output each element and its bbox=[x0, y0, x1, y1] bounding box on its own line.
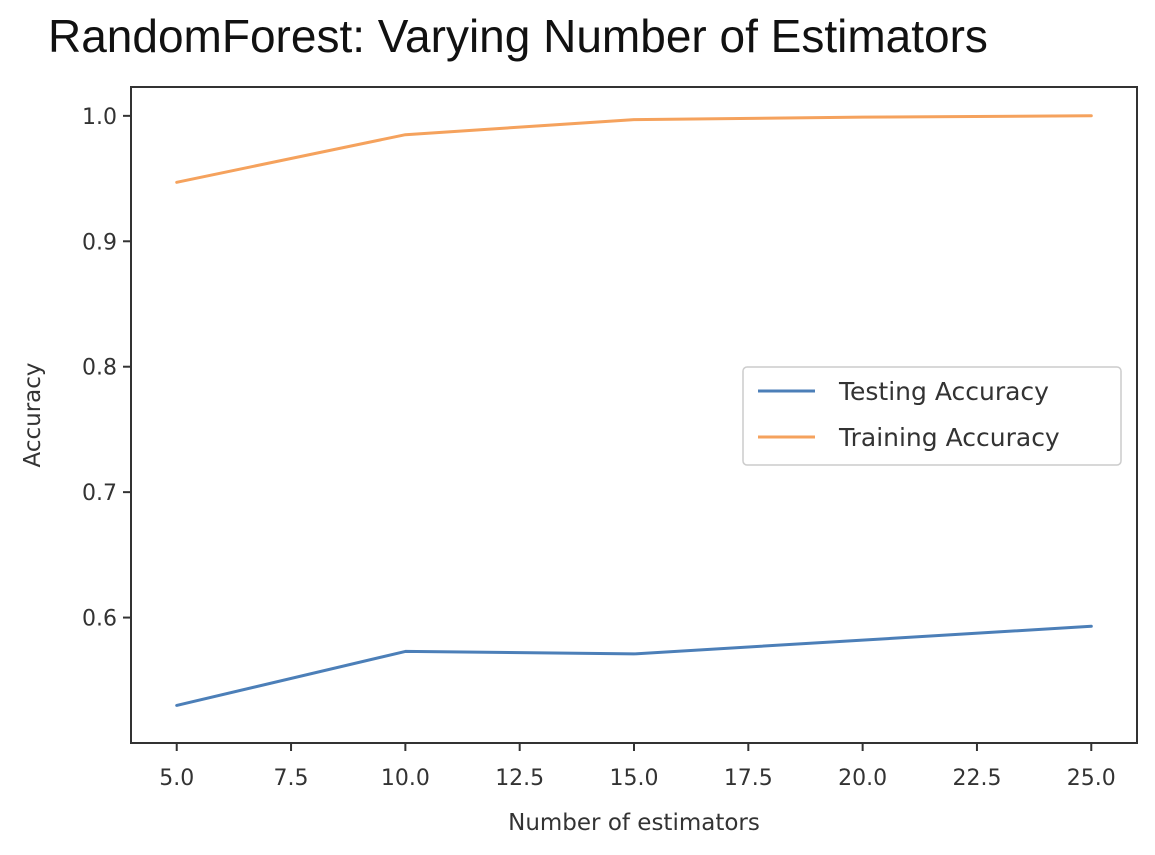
chart-title: RandomForest: Varying Number of Estimato… bbox=[48, 10, 988, 62]
x-tick-label: 12.5 bbox=[495, 766, 544, 791]
series-line bbox=[175, 624, 1093, 707]
series-lines bbox=[175, 114, 1093, 707]
x-tick-label: 15.0 bbox=[610, 766, 659, 791]
legend-box bbox=[742, 366, 1122, 466]
series-line bbox=[175, 114, 1093, 184]
x-axis-label: Number of estimators bbox=[508, 810, 760, 836]
y-tick-label: 0.9 bbox=[82, 230, 117, 255]
y-axis-ticks: 0.6 0.7 0.8 0.9 1.0 bbox=[82, 105, 131, 632]
y-tick-label: 0.8 bbox=[82, 356, 117, 381]
legend-label: Training Accuracy bbox=[838, 423, 1060, 452]
x-tick-label: 22.5 bbox=[952, 766, 1001, 791]
x-tick-label: 17.5 bbox=[724, 766, 773, 791]
y-tick-label: 0.6 bbox=[82, 607, 117, 632]
y-tick-label: 0.7 bbox=[82, 481, 117, 506]
legend: Testing Accuracy Training Accuracy bbox=[742, 366, 1122, 466]
legend-label: Testing Accuracy bbox=[838, 377, 1049, 406]
x-tick-label: 20.0 bbox=[838, 766, 887, 791]
x-tick-label: 5.0 bbox=[159, 766, 194, 791]
x-tick-label: 25.0 bbox=[1067, 766, 1116, 791]
x-tick-label: 10.0 bbox=[381, 766, 430, 791]
x-axis-ticks: 5.0 7.5 10.0 12.5 15.0 17.5 20.0 22.5 25.0 bbox=[159, 743, 1116, 791]
y-axis-label: Accuracy bbox=[20, 362, 46, 467]
y-tick-label: 1.0 bbox=[82, 105, 117, 130]
x-tick-label: 7.5 bbox=[274, 766, 309, 791]
